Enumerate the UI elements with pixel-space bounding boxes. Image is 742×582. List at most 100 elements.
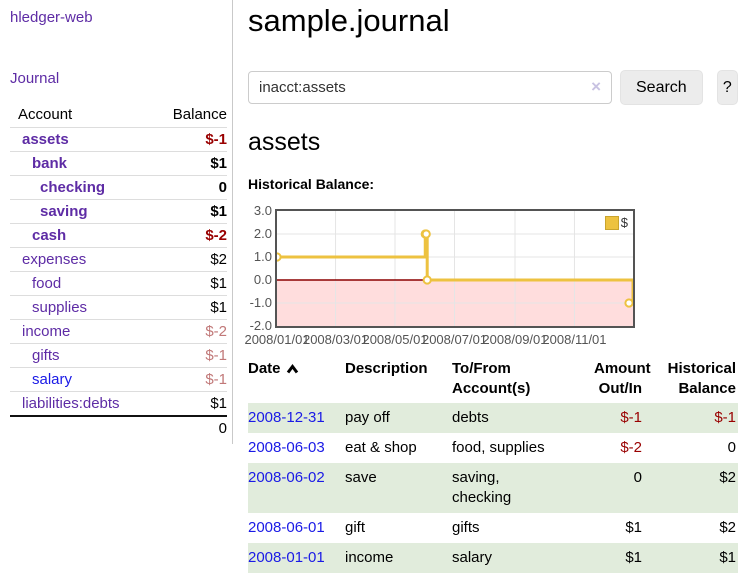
y-tick-label: 1.0 — [253, 249, 272, 264]
search-button[interactable]: Search — [620, 70, 703, 105]
y-tick-label: -1.0 — [249, 295, 272, 310]
x-tick-label: 2008/01/01 — [244, 332, 310, 347]
account-balance: $1 — [210, 155, 227, 172]
transaction-date-link[interactable]: 2008-06-01 — [248, 519, 325, 536]
series-swatch-icon — [604, 215, 619, 230]
account-balance: $1 — [210, 275, 227, 292]
register-header-amount: Amount Out/In — [594, 360, 651, 397]
transaction-amount: $1 — [625, 549, 642, 566]
register-row: 2008-06-01 gift gifts $1 $2 — [248, 513, 738, 543]
sidebar-item-journal[interactable]: Journal — [10, 70, 60, 87]
data-point[interactable] — [422, 275, 432, 285]
transaction-accounts: debts — [452, 409, 489, 426]
account-row: gifts $-1 — [10, 343, 227, 368]
x-tick-label: 2008/09/01 — [482, 332, 548, 347]
data-point[interactable] — [277, 252, 282, 262]
account-row: supplies $1 — [10, 295, 227, 320]
transaction-description: eat & shop — [345, 439, 417, 456]
account-row: salary $-1 — [10, 367, 227, 392]
chart-legend: $ — [604, 215, 628, 230]
account-link-salary[interactable]: salary — [32, 371, 73, 388]
transaction-balance: $2 — [719, 469, 736, 486]
accounts-header-row: Account Balance — [10, 103, 227, 128]
transaction-amount: $-2 — [620, 439, 642, 456]
transaction-accounts: gifts — [452, 519, 480, 536]
accounts-table: Account Balance assets $-1 bank $1 check… — [10, 103, 227, 440]
account-balance: $-2 — [205, 323, 227, 340]
transaction-description: gift — [345, 519, 366, 536]
register-row: 2008-06-03 eat & shop food, supplies $-2… — [248, 433, 738, 463]
transaction-description: income — [345, 549, 394, 566]
register-table: Date Description To/From Account(s) Amou… — [248, 357, 738, 573]
accounts-total-row: 0 — [10, 416, 227, 440]
account-row: income $-2 — [10, 319, 227, 344]
search-input[interactable] — [248, 71, 612, 104]
account-balance: $-2 — [205, 227, 227, 244]
account-link-bank[interactable]: bank — [32, 155, 68, 172]
register-row: 2008-01-01 income salary $1 $1 — [248, 543, 738, 573]
clear-search-icon[interactable]: × — [591, 77, 601, 96]
x-tick-label: 2008/03/01 — [302, 332, 369, 347]
account-balance: $-1 — [205, 371, 227, 388]
transaction-accounts: saving, checking — [452, 469, 512, 506]
transaction-accounts: food, supplies — [452, 439, 545, 456]
transaction-date-link[interactable]: 2008-06-03 — [248, 439, 325, 456]
transaction-accounts: salary — [452, 549, 493, 566]
account-link-expenses[interactable]: expenses — [22, 251, 87, 268]
sort-ascending-icon — [286, 364, 298, 374]
transaction-date-link[interactable]: 2008-12-31 — [248, 409, 325, 426]
register-header-description: Description — [345, 360, 428, 377]
register-header-date[interactable]: Date — [248, 357, 345, 403]
account-balance: $-1 — [205, 347, 227, 364]
account-balance: $1 — [210, 395, 227, 412]
account-balance: 0 — [218, 179, 227, 196]
transaction-amount: $-1 — [620, 409, 642, 426]
balance-chart-plot[interactable]: $ — [275, 209, 635, 328]
account-link-saving[interactable]: saving — [40, 203, 88, 220]
account-link-income[interactable]: income — [22, 323, 71, 340]
transaction-description: pay off — [345, 409, 390, 426]
account-balance: $1 — [210, 299, 227, 316]
account-row: liabilities:debts $1 — [10, 391, 227, 417]
x-tick-label: 2008/11/01 — [542, 332, 607, 347]
y-tick-label: -2.0 — [249, 318, 272, 333]
account-balance: $-1 — [205, 131, 227, 148]
account-balance: $1 — [210, 203, 227, 220]
register-row: 2008-12-31 pay off debts $-1 $-1 — [248, 403, 738, 433]
main-content: sample.journal × Search ? assets Histori… — [244, 0, 738, 573]
transaction-balance: $-1 — [714, 409, 736, 426]
transaction-balance: $2 — [719, 519, 736, 536]
brand-link[interactable]: hledger-web — [10, 9, 93, 26]
register-row: 2008-06-02 save saving, checking 0 $2 — [248, 463, 738, 513]
help-button[interactable]: ? — [716, 70, 738, 105]
search-form: × Search ? — [248, 70, 738, 105]
account-link-liabilities-debts[interactable]: liabilities:debts — [22, 395, 120, 412]
data-point[interactable] — [624, 298, 633, 308]
transaction-date-link[interactable]: 2008-01-01 — [248, 549, 325, 566]
account-link-gifts[interactable]: gifts — [32, 347, 60, 364]
y-tick-label: 0.0 — [253, 272, 272, 287]
data-point[interactable] — [421, 229, 431, 239]
account-link-supplies[interactable]: supplies — [32, 299, 88, 316]
legend-label: $ — [620, 215, 628, 230]
account-row: saving $1 — [10, 199, 227, 224]
transaction-date-link[interactable]: 2008-06-02 — [248, 469, 325, 486]
x-tick-label: 2008/07/01 — [421, 332, 488, 347]
accounts-header-balance: Balance — [172, 106, 227, 123]
date-header-label: Date — [248, 360, 281, 377]
accounts-header-account: Account — [18, 106, 73, 123]
account-link-cash[interactable]: cash — [32, 227, 67, 244]
account-row: bank $1 — [10, 151, 227, 176]
account-link-food[interactable]: food — [32, 275, 62, 292]
account-row: expenses $2 — [10, 247, 227, 272]
chart-title: Historical Balance: — [248, 176, 375, 192]
account-link-assets[interactable]: assets — [22, 131, 69, 148]
y-tick-label: 2.0 — [253, 226, 272, 241]
y-tick-label: 3.0 — [253, 203, 272, 218]
account-heading: assets — [248, 128, 321, 156]
page-title: sample.journal — [248, 3, 450, 38]
account-link-checking[interactable]: checking — [40, 179, 106, 196]
account-row: checking 0 — [10, 175, 227, 200]
transaction-description: save — [345, 469, 377, 486]
transaction-amount: 0 — [633, 469, 642, 486]
